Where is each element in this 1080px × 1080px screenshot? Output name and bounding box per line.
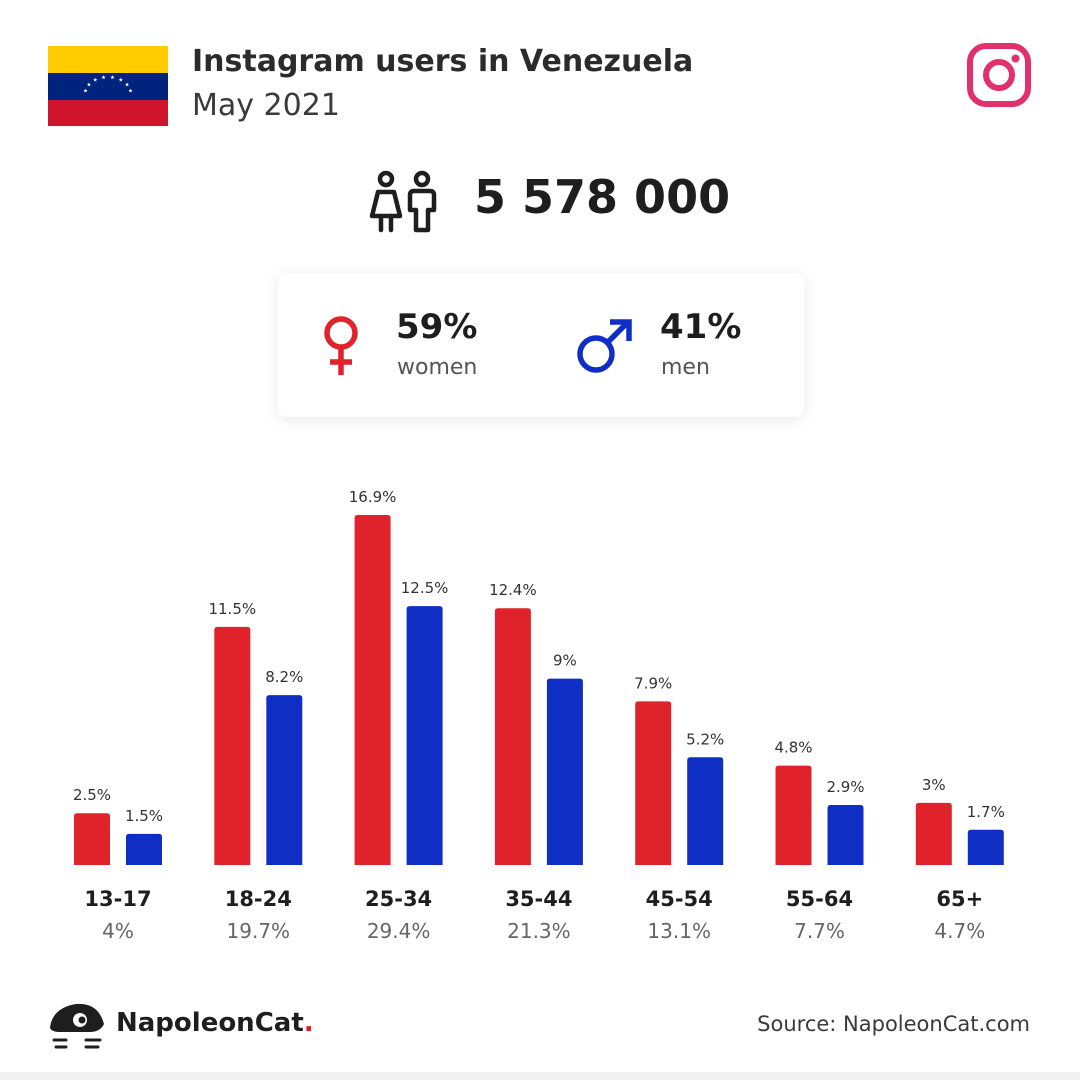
bar-value-label-women-65+: 3% xyxy=(922,776,946,794)
category-total-13-17: 4% xyxy=(102,919,134,943)
flag-star xyxy=(128,88,133,93)
category-total-25-34: 29.4% xyxy=(367,919,431,943)
page-subtitle: May 2021 xyxy=(192,88,340,123)
brand-name: NapoleonCat. xyxy=(116,1008,314,1038)
category-total-65+: 4.7% xyxy=(934,919,985,943)
bar-women-55-64 xyxy=(775,765,812,865)
bar-value-label-men-45-54: 5.2% xyxy=(686,730,724,748)
bar-women-13-17 xyxy=(74,813,110,865)
bar-value-label-women-55-64: 4.8% xyxy=(774,739,812,757)
flag-star xyxy=(93,77,98,82)
bar-value-label-men-65+: 1.7% xyxy=(967,803,1005,821)
bar-women-25-34 xyxy=(354,515,391,865)
men-label: men xyxy=(661,355,710,380)
page-title: Instagram users in Venezuela xyxy=(192,44,694,79)
bar-women-45-54 xyxy=(635,701,672,865)
bar-value-label-men-55-64: 2.9% xyxy=(826,778,864,796)
bar-value-label-women-18-24: 11.5% xyxy=(208,600,256,618)
bar-value-label-men-35-44: 9% xyxy=(553,652,577,670)
bar-men-55-64 xyxy=(827,804,864,865)
category-label-18-24: 18-24 xyxy=(225,887,292,911)
bar-value-label-women-45-54: 7.9% xyxy=(634,674,672,692)
bar-value-label-men-25-34: 12.5% xyxy=(401,579,449,597)
users-icon xyxy=(369,170,437,233)
category-label-13-17: 13-17 xyxy=(84,887,151,911)
source-credit: Source: NapoleonCat.com xyxy=(757,1012,1030,1036)
instagram-icon xyxy=(967,43,1031,107)
category-label-35-44: 35-44 xyxy=(505,887,572,911)
total-users-count: 5 578 000 xyxy=(474,170,731,224)
flag-star xyxy=(83,88,88,93)
flag-star xyxy=(110,75,115,80)
brand-dot: . xyxy=(303,1008,314,1038)
bar-men-18-24 xyxy=(266,695,303,865)
bar-value-label-men-13-17: 1.5% xyxy=(125,807,163,825)
men-percentage: 41% xyxy=(660,307,742,347)
bar-men-35-44 xyxy=(546,678,583,865)
bar-value-label-women-35-44: 12.4% xyxy=(489,581,537,599)
category-label-65+: 65+ xyxy=(936,887,983,911)
napoleoncat-logo xyxy=(50,1003,104,1049)
gender-breakdown-card: 59% women 41% men xyxy=(278,273,804,417)
category-total-35-44: 21.3% xyxy=(507,919,571,943)
bar-men-45-54 xyxy=(687,757,724,865)
bar-men-25-34 xyxy=(406,606,443,865)
category-total-45-54: 13.1% xyxy=(647,919,711,943)
bar-value-label-women-25-34: 16.9% xyxy=(349,488,397,506)
venezuela-flag-icon xyxy=(48,46,168,126)
flag-star xyxy=(124,82,130,87)
bar-women-18-24 xyxy=(214,626,251,865)
women-label: women xyxy=(397,355,478,380)
flag-star xyxy=(101,75,106,80)
flag-star xyxy=(118,77,123,82)
category-label-45-54: 45-54 xyxy=(646,887,713,911)
bar-men-65+ xyxy=(967,829,1004,865)
women-percentage: 59% xyxy=(396,307,478,347)
bottom-divider xyxy=(0,1072,1080,1080)
category-label-55-64: 55-64 xyxy=(786,887,853,911)
category-total-18-24: 19.7% xyxy=(227,919,291,943)
bar-women-65+ xyxy=(915,802,952,865)
bar-value-label-women-13-17: 2.5% xyxy=(73,786,111,804)
female-symbol-icon xyxy=(324,316,358,375)
bar-value-label-men-18-24: 8.2% xyxy=(265,668,303,686)
category-label-25-34: 25-34 xyxy=(365,887,432,911)
male-symbol-icon xyxy=(577,319,632,373)
bar-men-13-17 xyxy=(126,833,162,865)
category-total-55-64: 7.7% xyxy=(794,919,845,943)
bar-women-35-44 xyxy=(494,608,531,865)
flag-star xyxy=(86,82,92,87)
brand-name-text: NapoleonCat xyxy=(116,1008,304,1038)
